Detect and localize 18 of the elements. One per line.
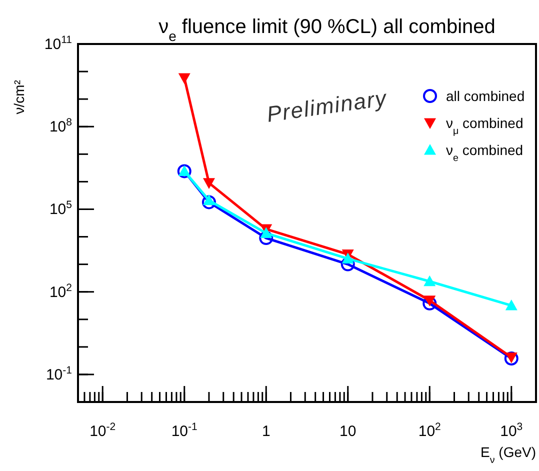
y-tick-label: 10$^{8}$ <box>49 116 72 136</box>
y-tick-label: 10$^{5}$ <box>49 199 72 218</box>
x-tick-label: 1 <box>262 423 270 440</box>
y-tick-label: 10$^{-1}$ <box>46 364 72 384</box>
x-axis-title: E$_{ν}$ (GeV) <box>480 444 536 466</box>
x-tick-label: 10 <box>340 423 356 440</box>
annotation: Preliminary <box>265 85 390 127</box>
x-tick-label: 10$^{2}$ <box>418 421 442 440</box>
x-tick-label: 10$^{3}$ <box>500 421 523 440</box>
y-tick-label: 10$^{11}$ <box>44 34 72 53</box>
y-axis-title: ν/cm² <box>11 80 27 114</box>
legend-label: ν$_{e}$ combined <box>446 142 524 164</box>
x-tick-label: 10$^{-2}$ <box>90 421 116 440</box>
chart-title: ν$_{e}$ fluence limit (90 %CL) all combined <box>158 16 496 44</box>
x-tick-label: 10$^{-1}$ <box>171 421 198 440</box>
legend-label: ν$_{μ}$ combined <box>446 115 524 136</box>
legend-label: all combined <box>446 88 525 104</box>
y-tick-label: 10$^{2}$ <box>49 282 72 301</box>
